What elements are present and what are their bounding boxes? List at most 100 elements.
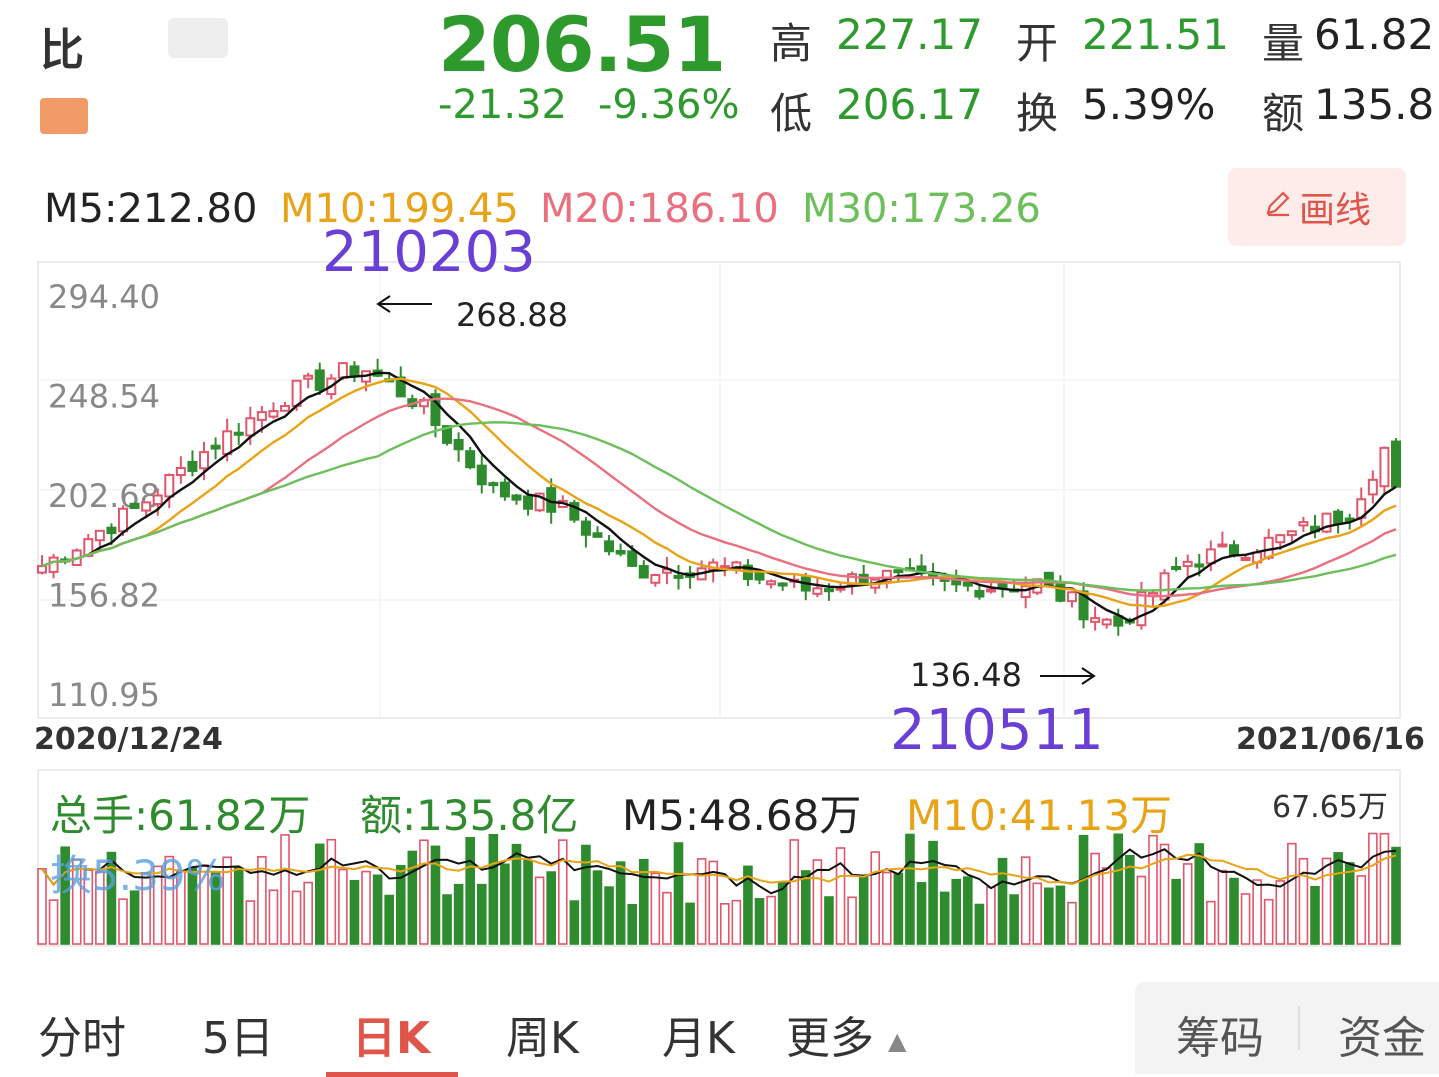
volume-bar (673, 842, 684, 945)
volume-bar (384, 894, 394, 945)
candle-body (106, 526, 117, 535)
candle-body (534, 492, 545, 512)
volume-bar (1194, 843, 1205, 945)
volume-bar (824, 896, 834, 945)
volume-bar (233, 867, 244, 945)
open-label: 开 (1016, 19, 1059, 68)
candle-body (812, 587, 823, 595)
volume-bar (407, 850, 418, 945)
volume-bar (361, 870, 371, 945)
volume-bar (303, 881, 313, 945)
y-tick-label: 294.40 (48, 278, 160, 316)
volume-bar (546, 871, 556, 945)
volume-bar (685, 902, 695, 945)
volume-bar (95, 871, 105, 945)
volume-bar (1263, 898, 1274, 945)
volume-bar (615, 861, 626, 945)
volume-bar (1055, 885, 1066, 945)
volume-bar (500, 863, 510, 945)
volume-total: 总手:61.82万 (50, 791, 311, 840)
volume-ma10-line (41, 853, 1397, 887)
tab-more[interactable]: 更多 ▲ (786, 1002, 906, 1066)
candle-body (1379, 446, 1390, 488)
volume-bar (187, 867, 198, 945)
volume-bar (106, 851, 117, 945)
volume-bar (534, 876, 545, 945)
high-label: 高 (770, 19, 813, 68)
draw-line-label: 画线 (1298, 190, 1371, 231)
tab-intraday[interactable]: 分时 (38, 1013, 126, 1064)
draw-line-button[interactable]: 画线 (1228, 168, 1406, 246)
low-value: 206.17 (836, 80, 983, 129)
ma30-legend: M30:173.26 (802, 186, 1041, 232)
open-value: 221.51 (1082, 10, 1229, 59)
volume-bar (1298, 857, 1309, 945)
turnover-value: 5.39% (1082, 80, 1216, 129)
candle-body (152, 494, 163, 506)
tab-monthly-k[interactable]: 月K (662, 1013, 735, 1064)
volume-bar (442, 894, 452, 945)
candle-body (210, 444, 221, 450)
candle-body (1055, 582, 1066, 602)
candle-body (592, 532, 603, 538)
volume-bar (893, 872, 904, 945)
right-tab-group (1135, 982, 1439, 1074)
volume-bar (800, 870, 811, 945)
candle-body (175, 467, 186, 477)
candle-body (569, 502, 580, 521)
volume-bar (372, 874, 383, 945)
ma30-line (41, 421, 1397, 592)
candle-body (777, 582, 788, 587)
candle-body (37, 565, 47, 574)
tab-weekly-k[interactable]: 周K (506, 1013, 579, 1064)
candle-body (1043, 571, 1054, 586)
candle-body (1286, 530, 1297, 537)
tab-chips[interactable]: 筹码 (1176, 1013, 1264, 1064)
stock-name: 比 (40, 25, 84, 76)
volume-bar (1240, 893, 1251, 945)
volume-bar (268, 889, 279, 945)
volume-bar (395, 864, 406, 945)
volume-bar (245, 900, 256, 945)
candle-body (141, 501, 152, 512)
ma10-legend: M10:199.45 (280, 186, 519, 232)
candle-body (256, 411, 267, 421)
volume-bar (453, 883, 464, 945)
volume-bar (986, 886, 996, 945)
volume-m10: M10:41.13万 (906, 791, 1173, 840)
candle-body (650, 573, 661, 584)
volume-bar (338, 868, 348, 945)
active-tab-indicator (326, 1072, 458, 1077)
candle-body (1194, 563, 1205, 568)
trough-value-label: 136.48 (910, 656, 1022, 694)
tab-daily-k[interactable]: 日K (352, 1013, 431, 1064)
volume-bar (708, 860, 719, 945)
volume-bar (662, 891, 672, 945)
volume-bar (152, 865, 163, 945)
candle-body (1321, 512, 1332, 533)
candle-body (1217, 543, 1228, 548)
high-value: 227.17 (836, 10, 983, 59)
volume-bar (37, 868, 47, 945)
ma20-line (41, 397, 1397, 598)
candle-body (430, 393, 441, 426)
volume-bar (963, 876, 973, 945)
candle-body (280, 405, 291, 412)
volume-bar (430, 845, 441, 945)
volume-bar (1078, 834, 1089, 945)
volume-bar (1321, 857, 1332, 945)
tab-capital[interactable]: 资金 (1338, 1013, 1426, 1064)
peak-arrow-icon (376, 295, 432, 313)
volume-bar (1217, 869, 1228, 945)
current-price: 206.51 (438, 0, 726, 89)
candle-body (465, 450, 476, 469)
amount-value: 135.8 (1314, 80, 1435, 129)
tab-5day[interactable]: 5日 (202, 1013, 274, 1064)
volume-bar (129, 890, 140, 945)
volume-bar (1287, 842, 1297, 945)
volume-bar (1356, 875, 1367, 945)
volume-amount: 额:135.8亿 (360, 791, 579, 840)
candle-body (1136, 591, 1147, 627)
volume-bar (349, 879, 360, 945)
